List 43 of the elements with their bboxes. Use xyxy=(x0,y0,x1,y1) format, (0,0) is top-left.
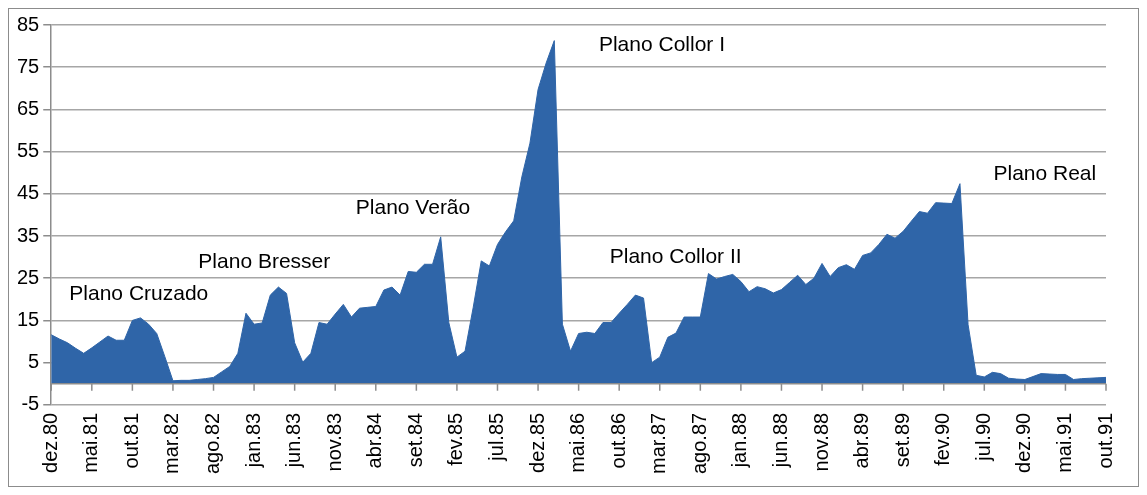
y-tick-label: 85 xyxy=(17,12,40,35)
x-tick-label: fev.85 xyxy=(444,412,467,466)
annotation: Plano Bresser xyxy=(198,248,331,272)
x-tick-label: out.86 xyxy=(606,412,629,469)
x-tick-label: mai.91 xyxy=(1052,412,1075,473)
x-tick-label: set.84 xyxy=(403,412,426,468)
x-tick-label: nov.88 xyxy=(809,412,832,472)
y-tick-label: 75 xyxy=(17,54,40,77)
x-tick-label: fev.90 xyxy=(931,412,954,466)
y-tick-label: 55 xyxy=(17,139,40,162)
x-tick-label: jan.83 xyxy=(241,412,264,469)
y-tick-label: 15 xyxy=(17,307,40,330)
x-tick-label: mar.87 xyxy=(647,412,670,474)
x-tick-label: abr.84 xyxy=(363,412,386,469)
x-tick-label: mai.81 xyxy=(79,412,102,473)
y-tick-label: 45 xyxy=(17,181,40,204)
x-tick-label: ago.87 xyxy=(687,412,710,474)
x-tick-label: out.81 xyxy=(119,412,142,469)
y-tick-label: 5 xyxy=(28,350,40,373)
annotation: Plano Collor I xyxy=(598,31,725,55)
x-tick-label: jun.83 xyxy=(282,412,305,469)
x-tick-label: mar.82 xyxy=(160,412,183,474)
annotation: Plano Verão xyxy=(355,195,471,219)
x-tick-label: out.91 xyxy=(1093,412,1116,469)
x-tick-label: jan.88 xyxy=(728,412,751,469)
y-tick-label: -5 xyxy=(21,392,40,415)
x-tick-label: ago.82 xyxy=(201,412,224,474)
y-tick-label: 35 xyxy=(17,223,40,246)
x-tick-label: set.89 xyxy=(890,412,913,468)
y-tick-label: 25 xyxy=(17,265,40,288)
x-tick-label: jun.88 xyxy=(768,412,791,469)
x-tick-label: mai.86 xyxy=(566,412,589,473)
annotation: Plano Cruzado xyxy=(69,281,209,305)
x-tick-label: dez.90 xyxy=(1012,412,1035,473)
annotation: Plano Collor II xyxy=(609,244,742,268)
x-tick-label: nov.83 xyxy=(322,412,345,472)
x-tick-label: abr.89 xyxy=(850,412,873,469)
x-tick-label: jul.85 xyxy=(485,412,507,462)
x-tick-label: dez.85 xyxy=(525,412,548,473)
annotation: Plano Real xyxy=(993,161,1097,185)
x-tick-label: dez.80 xyxy=(38,412,61,473)
y-tick-label: 65 xyxy=(17,96,40,119)
x-tick-label: jul.90 xyxy=(971,412,994,462)
